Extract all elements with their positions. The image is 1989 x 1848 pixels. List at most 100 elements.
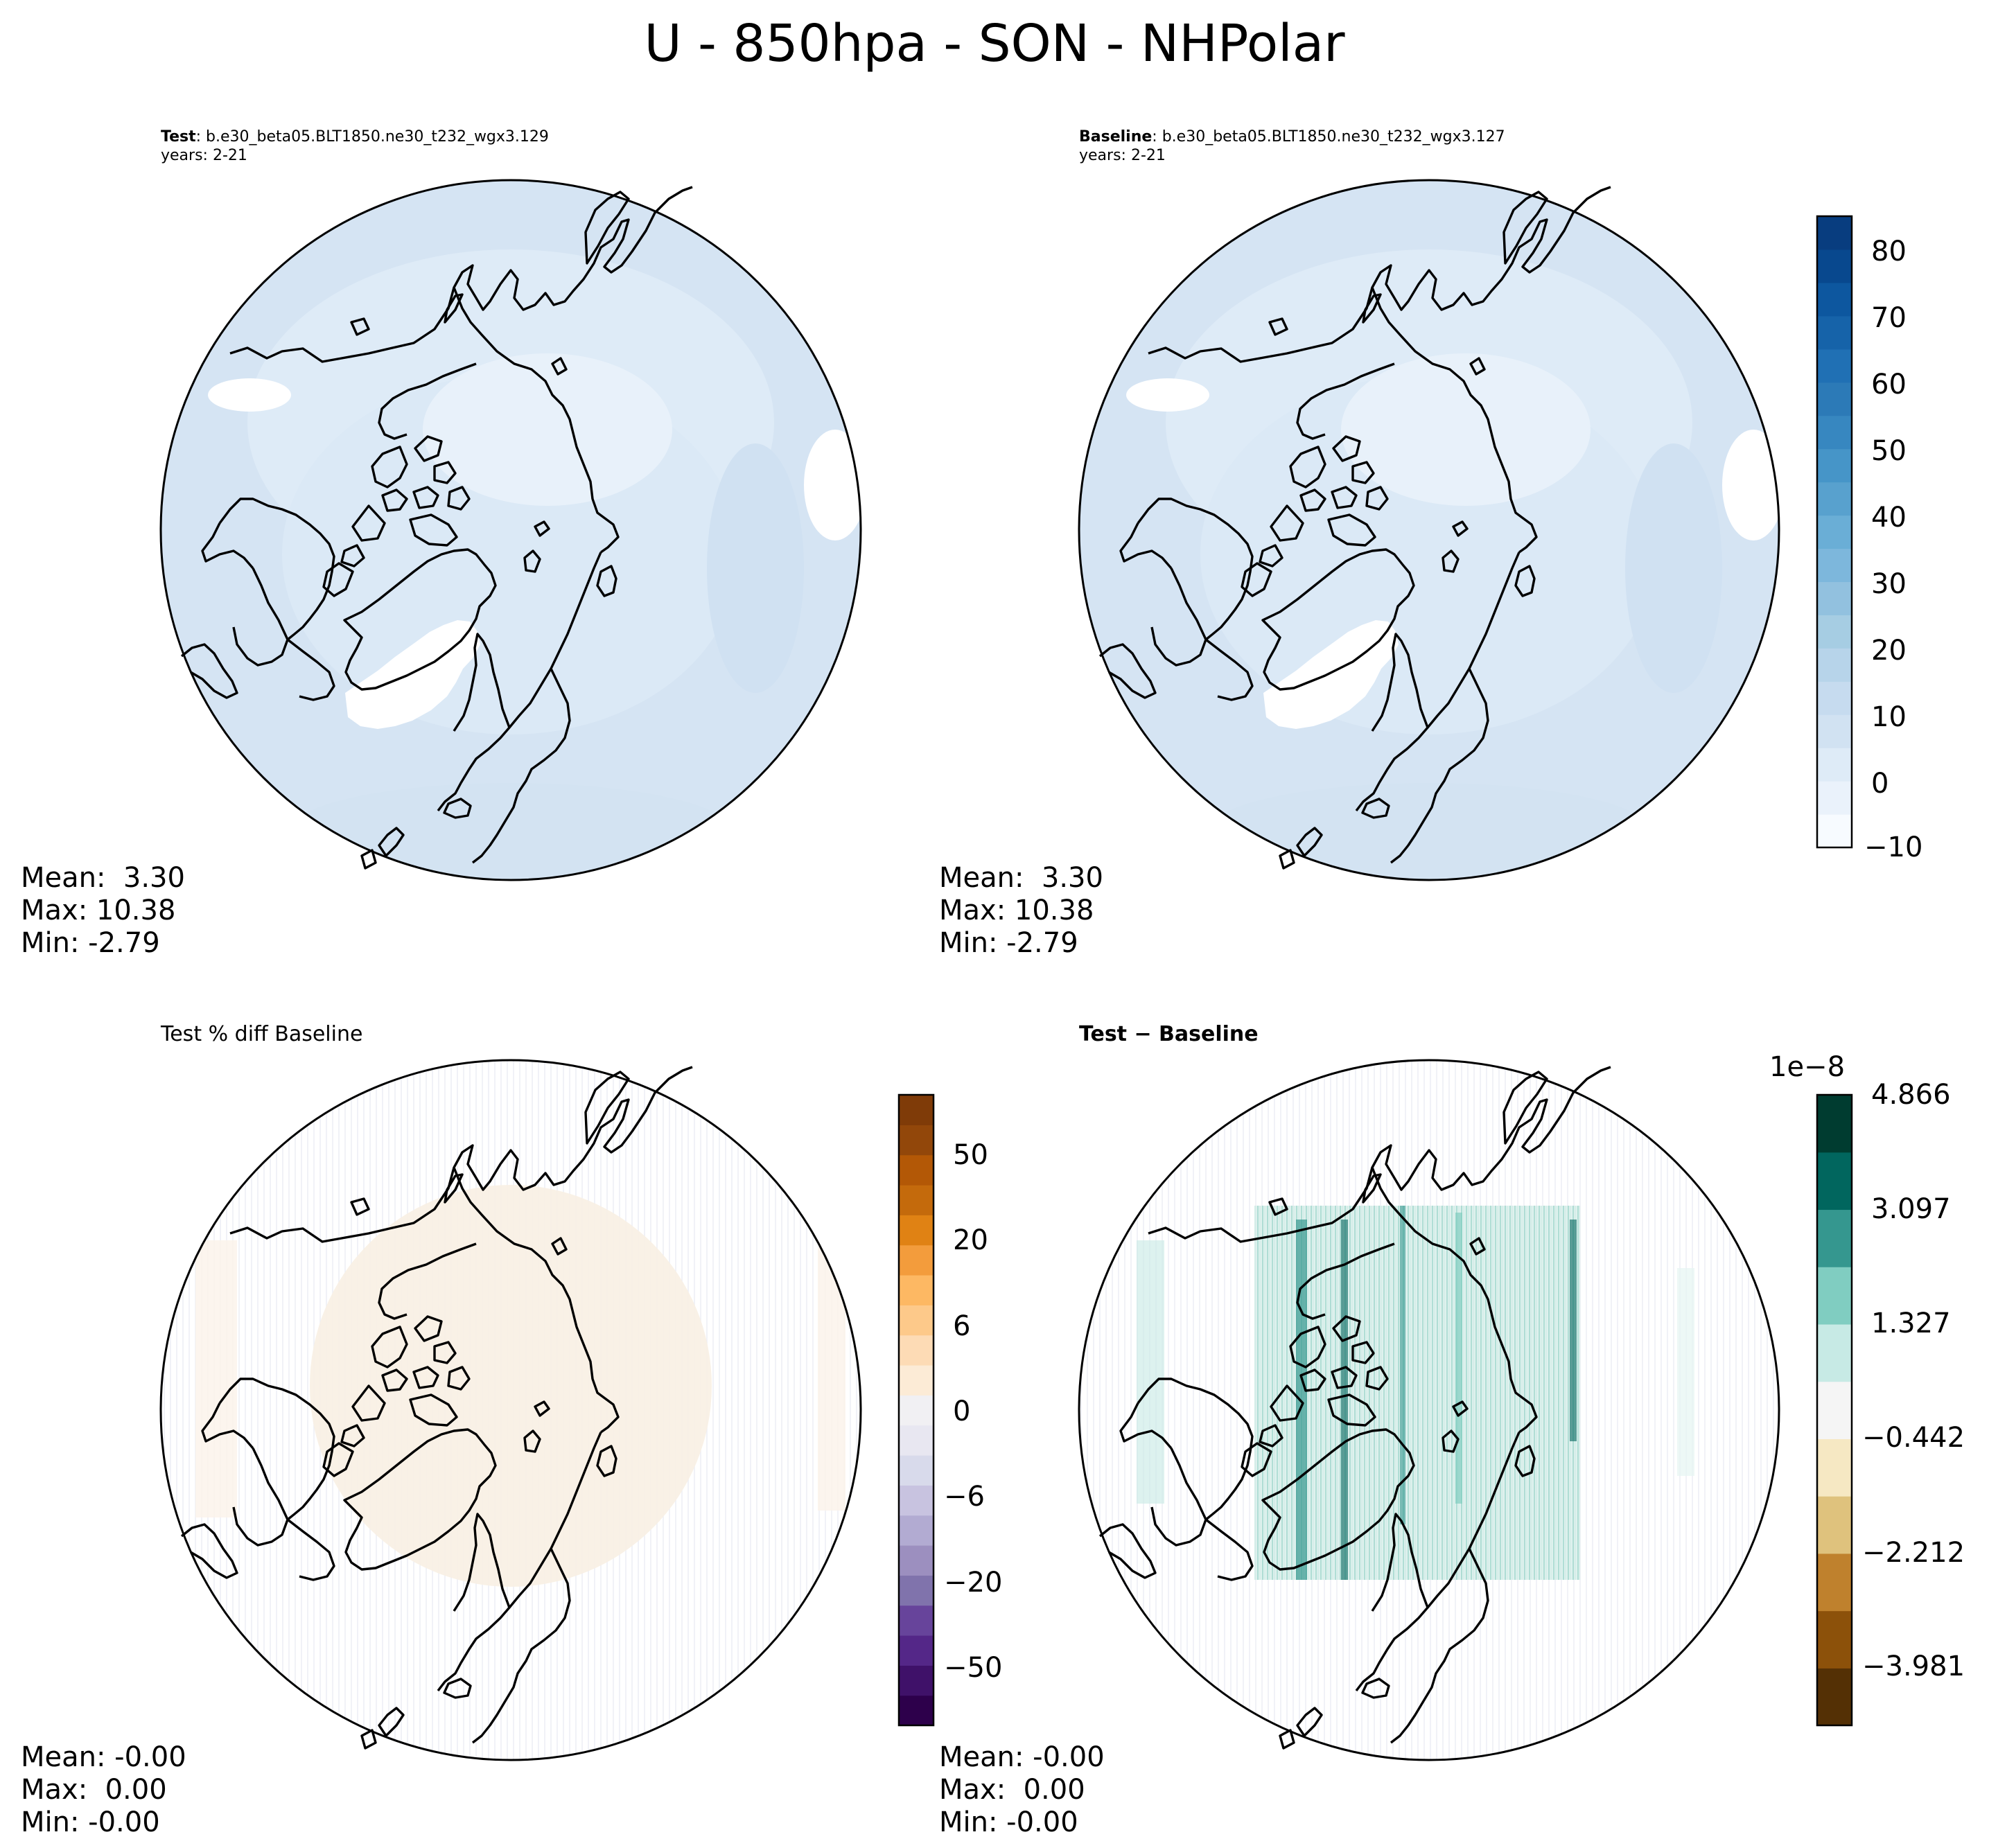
test-map <box>159 179 862 881</box>
wind-colorbar-cell <box>1817 714 1852 748</box>
baseline-title-case: : b.e30_beta05.BLT1850.ne30_t232_wgx3.12… <box>1152 128 1505 146</box>
diff-colorbar-cell <box>1817 1668 1852 1726</box>
diff-colorbar-cell <box>1817 1381 1852 1439</box>
wind-tick-m10: −10 <box>1864 831 1923 863</box>
diff-tick-4866: 4.866 <box>1871 1079 1951 1111</box>
wind-colorbar-cell <box>1817 415 1852 450</box>
pctdiff-max: Max: 0.00 <box>21 1774 167 1806</box>
test-title-bold: Test <box>161 128 196 146</box>
figure-title: U - 850hpa - SON - NHPolar <box>644 14 1345 73</box>
diff-colorbar-cell <box>1817 1095 1852 1153</box>
pct-tick-20: 20 <box>953 1224 988 1256</box>
diff-tick-m2212: −2.212 <box>1862 1537 1965 1569</box>
baseline-max: Max: 10.38 <box>939 895 1094 926</box>
pct-colorbar-cell <box>899 1485 934 1516</box>
wind-colorbar-cell <box>1817 781 1852 815</box>
pct-colorbar-cell <box>899 1575 934 1606</box>
wind-colorbar-cell <box>1817 681 1852 715</box>
wind-colorbar-cell <box>1817 315 1852 350</box>
pct-colorbar <box>897 1093 935 1727</box>
pct-colorbar-cell <box>899 1365 934 1396</box>
pct-tick-6: 6 <box>953 1310 971 1342</box>
pct-colorbar-cell <box>899 1695 934 1726</box>
wind-colorbar-cell <box>1817 548 1852 583</box>
diff-colorbar-cell <box>1817 1438 1852 1497</box>
wind-colorbar-cell <box>1817 349 1852 383</box>
diff-colorbar-cell <box>1817 1553 1852 1612</box>
pct-colorbar-cell <box>899 1275 934 1305</box>
diff-mean: Mean: -0.00 <box>939 1741 1105 1773</box>
pct-colorbar-cell <box>899 1095 934 1125</box>
baseline-map <box>1078 179 1780 881</box>
diff-stats: Mean: -0.00 Max: 0.00 Min: -0.00 <box>939 1741 1105 1839</box>
wind-tick-70: 70 <box>1871 302 1907 334</box>
wind-tick-40: 40 <box>1871 502 1907 534</box>
diff-colorbar-cell <box>1817 1496 1852 1554</box>
wind-colorbar-cell <box>1817 748 1852 782</box>
diff-tick-m0442: −0.442 <box>1862 1422 1965 1454</box>
pctdiff-map <box>159 1059 862 1761</box>
wind-colorbar-cell <box>1817 615 1852 649</box>
test-stats: Mean: 3.30 Max: 10.38 Min: -2.79 <box>21 862 185 960</box>
baseline-mean: Mean: 3.30 <box>939 862 1103 894</box>
baseline-title-bold: Baseline <box>1079 128 1153 146</box>
wind-colorbar-cell <box>1817 448 1852 483</box>
pct-colorbar-cell <box>899 1425 934 1456</box>
diff-panel-title: Test − Baseline <box>1079 1022 1259 1046</box>
pct-tick-m20: −20 <box>944 1567 1003 1599</box>
pct-colorbar-cell <box>899 1395 934 1426</box>
pct-colorbar-cell <box>899 1185 934 1215</box>
wind-colorbar-cell <box>1817 382 1852 416</box>
pct-colorbar-cell <box>899 1215 934 1246</box>
diff-min: Min: -0.00 <box>939 1806 1078 1838</box>
pct-colorbar-cell <box>899 1455 934 1486</box>
diff-colorbar-cell <box>1817 1267 1852 1325</box>
test-min: Min: -2.79 <box>21 927 160 959</box>
pct-colorbar-cell <box>899 1244 934 1276</box>
pct-colorbar-cell <box>899 1605 934 1636</box>
diff-colorbar <box>1816 1093 1853 1727</box>
pct-colorbar-cell <box>899 1125 934 1156</box>
baseline-min: Min: -2.79 <box>939 927 1078 959</box>
wind-colorbar-cell <box>1817 814 1852 848</box>
test-panel-title: Test: b.e30_beta05.BLT1850.ne30_t232_wgx… <box>161 127 549 146</box>
baseline-years: years: 2-21 <box>1079 147 1166 164</box>
test-mean: Mean: 3.30 <box>21 862 185 894</box>
wind-colorbar-cell <box>1817 249 1852 283</box>
diff-tick-1327: 1.327 <box>1871 1308 1951 1339</box>
test-max: Max: 10.38 <box>21 895 176 926</box>
diff-max: Max: 0.00 <box>939 1774 1085 1806</box>
diff-tick-m3981: −3.981 <box>1862 1651 1965 1682</box>
diff-colorbar-cell <box>1817 1152 1852 1211</box>
wind-colorbar-cell <box>1817 648 1852 682</box>
pct-colorbar-cell <box>899 1335 934 1366</box>
wind-tick-10: 10 <box>1871 701 1907 733</box>
test-years: years: 2-21 <box>161 147 247 164</box>
wind-colorbar-cell <box>1817 216 1852 250</box>
wind-colorbar-cell <box>1817 515 1852 549</box>
pctdiff-mean: Mean: -0.00 <box>21 1741 186 1773</box>
diff-exponent: 1e−8 <box>1769 1051 1846 1083</box>
pct-colorbar-cell <box>899 1545 934 1576</box>
pctdiff-min: Min: -0.00 <box>21 1806 160 1838</box>
pct-colorbar-cell <box>899 1635 934 1666</box>
wind-colorbar-cell <box>1817 282 1852 317</box>
diff-colorbar-cell <box>1817 1323 1852 1382</box>
diff-colorbar-cell <box>1817 1610 1852 1669</box>
pct-tick-0: 0 <box>953 1396 971 1427</box>
wind-tick-0: 0 <box>1871 768 1889 800</box>
pct-colorbar-cell <box>899 1305 934 1336</box>
pctdiff-panel-title: Test % diff Baseline <box>161 1022 363 1046</box>
wind-tick-50: 50 <box>1871 435 1907 467</box>
wind-colorbar-cell <box>1817 581 1852 615</box>
diff-tick-3097: 3.097 <box>1871 1193 1951 1225</box>
pct-tick-50: 50 <box>953 1139 988 1171</box>
baseline-panel-title: Baseline: b.e30_beta05.BLT1850.ne30_t232… <box>1079 127 1505 146</box>
wind-colorbar-cell <box>1817 482 1852 516</box>
baseline-stats: Mean: 3.30 Max: 10.38 Min: -2.79 <box>939 862 1103 960</box>
diff-colorbar-cell <box>1817 1209 1852 1267</box>
pct-colorbar-cell <box>899 1154 934 1186</box>
diff-map <box>1078 1059 1780 1761</box>
pct-tick-m50: −50 <box>944 1652 1003 1684</box>
